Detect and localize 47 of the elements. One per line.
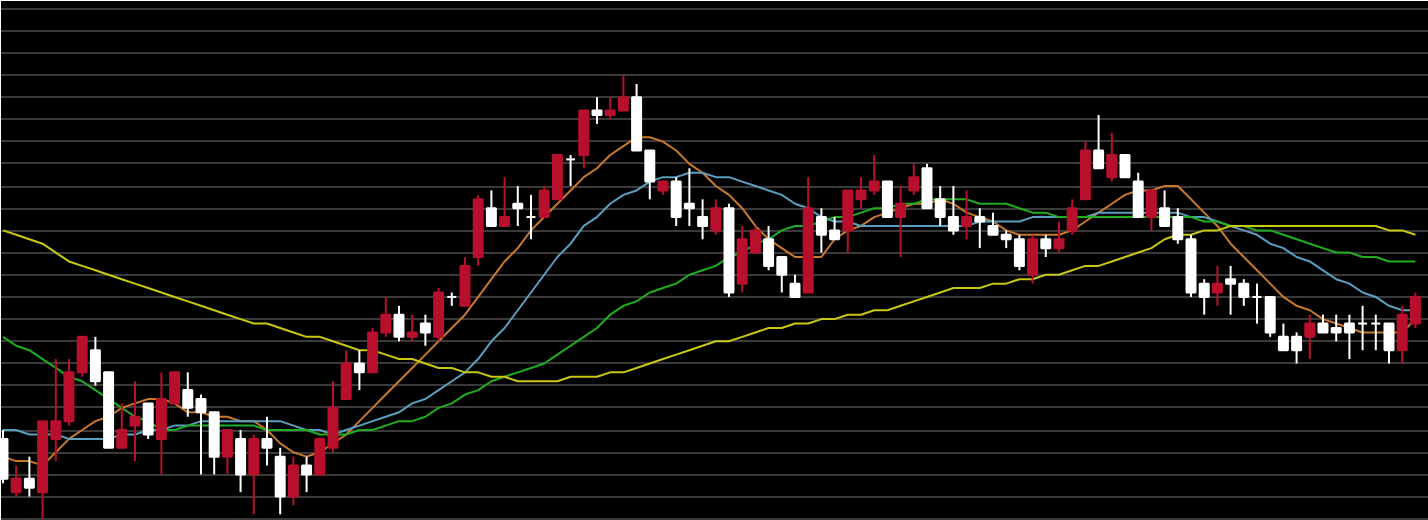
candlestick <box>485 189 497 227</box>
candlestick <box>301 455 313 494</box>
candlestick <box>1053 220 1065 254</box>
candlestick <box>235 429 247 494</box>
candlestick <box>1304 313 1316 361</box>
candlestick <box>565 153 577 188</box>
candlestick <box>433 287 445 343</box>
candlestick <box>710 198 722 236</box>
candlestick <box>248 433 260 516</box>
candlestick <box>10 464 22 498</box>
candlestick <box>1119 153 1131 179</box>
candlestick <box>961 189 973 241</box>
candlestick <box>340 349 352 400</box>
candlestick <box>1383 322 1395 365</box>
candlestick <box>1066 198 1078 236</box>
candlestick <box>459 256 471 307</box>
candlestick <box>1211 264 1223 307</box>
candlestick <box>419 313 431 347</box>
candlestick <box>23 455 35 498</box>
candlestick <box>974 207 986 250</box>
candlestick <box>1093 114 1105 170</box>
candlestick <box>1370 313 1382 352</box>
candlestick <box>287 455 299 507</box>
candlestick <box>221 429 233 476</box>
candlestick <box>895 185 907 259</box>
candlestick <box>1027 233 1039 285</box>
candlestick <box>789 273 801 298</box>
candlestick <box>142 402 154 440</box>
candlestick <box>512 185 524 227</box>
candlestick <box>1132 171 1144 219</box>
candlestick <box>881 180 893 219</box>
candlestick <box>116 402 128 449</box>
candlestick <box>393 304 405 343</box>
candlestick <box>1145 189 1157 232</box>
candlestick <box>353 349 365 392</box>
candlestick <box>1106 131 1118 183</box>
candlestick <box>1040 233 1052 259</box>
candlestick <box>591 96 603 125</box>
candlestick <box>578 109 590 170</box>
candlestick <box>129 380 141 463</box>
candlestick <box>908 162 920 196</box>
candlestick <box>499 176 511 227</box>
candlestick <box>1264 295 1276 338</box>
candlestick <box>274 446 286 516</box>
candlestick <box>697 198 709 241</box>
candlestick <box>261 415 273 467</box>
candlestick <box>406 313 418 343</box>
